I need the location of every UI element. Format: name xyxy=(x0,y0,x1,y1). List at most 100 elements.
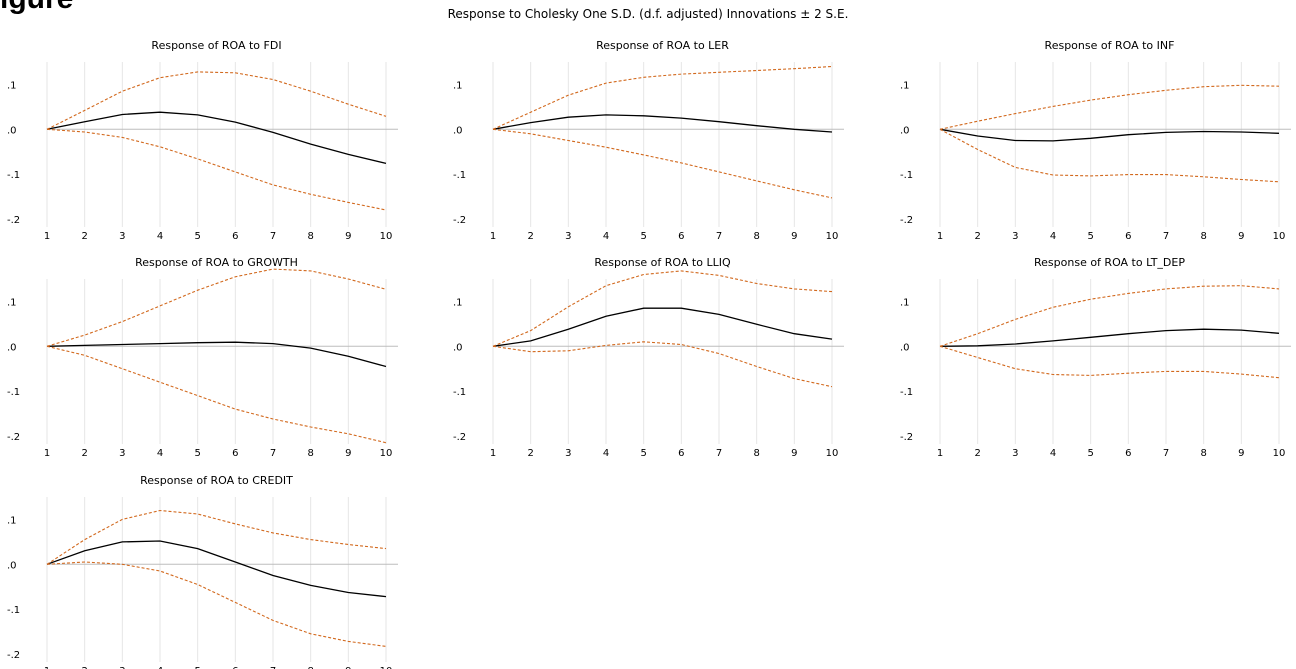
panel-title: Response of ROA to GROWTH xyxy=(135,256,298,269)
x-tick-label: 2 xyxy=(974,448,980,459)
x-tick-label: 3 xyxy=(1012,448,1018,459)
x-tick-label: 4 xyxy=(603,231,609,242)
x-tick-label: 8 xyxy=(307,231,313,242)
y-tick-label: .0 xyxy=(7,560,17,571)
upper-band-line xyxy=(939,285,1280,347)
x-tick-label: 5 xyxy=(640,231,646,242)
x-tick-label: 4 xyxy=(1050,448,1056,459)
y-tick-label: -.1 xyxy=(7,387,20,398)
x-tick-label: 5 xyxy=(194,448,200,459)
x-tick-label: 5 xyxy=(1087,231,1093,242)
x-tick-label: 9 xyxy=(345,448,351,459)
irf-panel-2: Response of ROA to LER .1 .0 -.1 -.2 1 2 3 4 5 6 7 8… xyxy=(453,39,844,242)
upper-band-line xyxy=(492,270,833,347)
y-tick-label: -.1 xyxy=(7,605,20,616)
x-tick-label: 5 xyxy=(194,231,200,242)
x-tick-label: 1 xyxy=(44,448,50,459)
x-tick-label: 7 xyxy=(716,448,722,459)
x-tick-label: 1 xyxy=(937,448,943,459)
y-tick-label: .0 xyxy=(453,125,463,136)
x-tick-label: 4 xyxy=(157,448,163,459)
y-tick-label: -.2 xyxy=(900,432,913,443)
x-tick-label: 9 xyxy=(791,448,797,459)
y-tick-label: .1 xyxy=(453,297,463,308)
x-tick-label: 3 xyxy=(565,448,571,459)
x-tick-label: 2 xyxy=(81,448,87,459)
x-tick-label: 6 xyxy=(232,448,238,459)
x-tick-label: 1 xyxy=(490,448,496,459)
x-tick-label: 3 xyxy=(119,448,125,459)
upper-band-line xyxy=(46,268,387,347)
upper-band-line xyxy=(939,84,1280,130)
irf-panel-3: Response of ROA to INF .1 .0 -.1 -.2 1 2 3 4 5 6 7 8… xyxy=(900,39,1291,242)
y-tick-label: -.2 xyxy=(7,650,20,661)
x-tick-label: 3 xyxy=(1012,231,1018,242)
y-tick-label: .1 xyxy=(900,297,910,308)
y-tick-label: -.1 xyxy=(453,387,466,398)
lower-band-line xyxy=(492,341,833,388)
x-tick-label: 1 xyxy=(937,231,943,242)
response-line xyxy=(492,114,833,133)
x-tick-label: 2 xyxy=(81,231,87,242)
x-tick-label: 6 xyxy=(1125,231,1131,242)
x-tick-label: 2 xyxy=(974,231,980,242)
y-tick-label: .1 xyxy=(7,80,17,91)
x-tick-label: 2 xyxy=(527,231,533,242)
irf-panel-5: Response of ROA to LLIQ .1 .0 -.1 -.2 1 2 3 4 5 6 7… xyxy=(453,256,844,459)
x-tick-label: 10 xyxy=(380,448,393,459)
lower-band-line xyxy=(46,561,387,647)
lower-band-line xyxy=(939,345,1280,379)
x-tick-label: 10 xyxy=(1273,448,1286,459)
figure-suptitle: Response to Cholesky One S.D. (d.f. adju… xyxy=(447,7,849,21)
lower-band-line xyxy=(46,128,387,211)
x-tick-label: 7 xyxy=(270,231,276,242)
x-tick-label: 4 xyxy=(157,666,163,669)
lower-band-line xyxy=(939,128,1280,183)
upper-band-line xyxy=(46,71,387,130)
x-tick-label: 4 xyxy=(603,448,609,459)
x-tick-label: 6 xyxy=(678,231,684,242)
irf-panel-4: Response of ROA to GROWTH .1 .0 -.1 -.2 1 2 3 4 5… xyxy=(7,256,398,459)
y-tick-label: -.1 xyxy=(900,170,913,181)
x-tick-label: 2 xyxy=(527,448,533,459)
response-line xyxy=(939,128,1280,142)
panel-title: Response of ROA to INF xyxy=(1045,39,1175,52)
x-tick-label: 9 xyxy=(345,231,351,242)
x-tick-label: 3 xyxy=(119,231,125,242)
x-tick-label: 6 xyxy=(1125,448,1131,459)
x-tick-label: 10 xyxy=(826,231,839,242)
y-tick-label: -.1 xyxy=(453,170,466,181)
y-tick-label: -.1 xyxy=(7,170,20,181)
x-tick-label: 10 xyxy=(1273,231,1286,242)
y-tick-label: .1 xyxy=(7,297,17,308)
irf-panel-6: Response of ROA to LT_DEP .1 .0 -.1 -.2 1 2 3 4 5… xyxy=(900,256,1291,459)
x-tick-label: 8 xyxy=(753,448,759,459)
x-tick-label: 10 xyxy=(380,231,393,242)
lower-band-line xyxy=(46,345,387,444)
panel-title: Response of ROA to CREDIT xyxy=(140,474,293,487)
x-tick-label: 7 xyxy=(716,231,722,242)
y-tick-label: -.2 xyxy=(7,432,20,443)
response-line xyxy=(46,540,387,598)
y-tick-label: .0 xyxy=(453,342,463,353)
x-tick-label: 9 xyxy=(345,666,351,669)
y-tick-label: -.2 xyxy=(900,215,913,226)
x-tick-label: 6 xyxy=(232,231,238,242)
y-tick-label: .0 xyxy=(900,125,910,136)
panel-title: Response of ROA to LT_DEP xyxy=(1034,256,1185,269)
figure-label: igure xyxy=(0,0,73,14)
x-tick-label: 10 xyxy=(380,666,393,669)
y-tick-label: .0 xyxy=(7,125,17,136)
x-tick-label: 7 xyxy=(1163,231,1169,242)
lower-band-line xyxy=(492,128,833,199)
x-tick-label: 8 xyxy=(1200,231,1206,242)
y-tick-label: -.2 xyxy=(453,432,466,443)
x-tick-label: 4 xyxy=(1050,231,1056,242)
x-tick-label: 9 xyxy=(791,231,797,242)
response-line xyxy=(939,328,1280,347)
y-tick-label: .1 xyxy=(7,515,17,526)
upper-band-line xyxy=(46,509,387,565)
x-tick-label: 3 xyxy=(565,231,571,242)
x-tick-label: 7 xyxy=(270,448,276,459)
